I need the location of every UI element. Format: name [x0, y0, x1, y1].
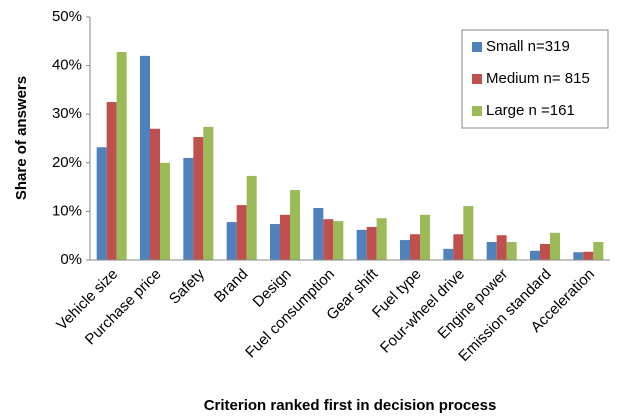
bar [540, 243, 550, 260]
bar [236, 205, 247, 260]
bar [96, 147, 107, 260]
bar [530, 250, 540, 260]
bar [140, 55, 150, 260]
bar [463, 206, 474, 260]
legend-box [461, 29, 609, 129]
bar [496, 235, 507, 260]
x-tick-label: Safety [166, 265, 208, 307]
bar [506, 242, 517, 260]
bar [270, 224, 280, 260]
legend-label: Medium n= 815 [486, 70, 590, 87]
legend-label: Small n=319 [486, 38, 570, 55]
bar [376, 218, 387, 260]
bar [323, 219, 334, 260]
bar [183, 157, 194, 260]
bar [443, 248, 454, 260]
bar [486, 242, 497, 260]
x-axis-label: Criterion ranked first in decision proce… [204, 397, 497, 414]
bar [280, 214, 290, 260]
y-tick-label: 20% [52, 154, 82, 171]
bar [226, 222, 237, 260]
bar [550, 232, 560, 260]
legend-swatch [472, 42, 482, 52]
bar [356, 229, 367, 260]
legend-swatch [472, 74, 482, 84]
bar [193, 137, 204, 260]
y-tick-label: 0% [60, 251, 82, 268]
bar [583, 251, 594, 260]
x-tick-label: Brand [211, 266, 251, 306]
y-tick-label: 10% [52, 202, 82, 219]
bar [150, 128, 160, 260]
bar [203, 126, 214, 260]
bar [400, 240, 410, 260]
bar [573, 252, 584, 260]
y-tick-label: 30% [52, 105, 82, 122]
bar [290, 190, 300, 260]
bar [116, 51, 127, 260]
legend-swatch [472, 106, 482, 116]
bar [453, 234, 464, 260]
bar [593, 242, 604, 260]
bar [313, 207, 324, 260]
bar [333, 221, 344, 260]
y-tick-label: 50% [52, 8, 82, 25]
bar [420, 214, 430, 260]
bar [246, 175, 257, 260]
bar [366, 226, 377, 260]
y-tick-label: 40% [52, 57, 82, 74]
y-axis-label: Share of answers [13, 76, 30, 200]
bar [160, 162, 170, 260]
legend-label: Large n =161 [486, 102, 575, 119]
bar [106, 102, 117, 260]
x-tick-label: Purchase price [82, 266, 165, 349]
bar [410, 234, 420, 260]
